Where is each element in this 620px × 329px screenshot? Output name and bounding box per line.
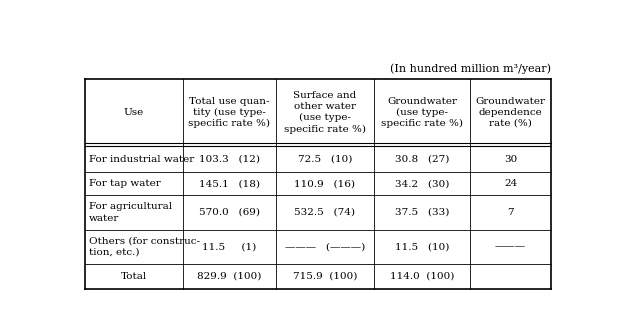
Text: 37.5   (33): 37.5 (33) [395,208,449,217]
Text: 715.9  (100): 715.9 (100) [293,272,357,281]
Text: 145.1   (18): 145.1 (18) [198,179,260,189]
Text: 103.3   (12): 103.3 (12) [198,155,260,164]
Text: Total: Total [120,272,147,281]
Text: Groundwater
(use type-
specific rate %): Groundwater (use type- specific rate %) [381,96,463,128]
Text: 72.5   (10): 72.5 (10) [298,155,352,164]
Text: 11.5   (10): 11.5 (10) [395,242,449,251]
Text: 570.0   (69): 570.0 (69) [198,208,260,217]
Text: 34.2   (30): 34.2 (30) [395,179,449,189]
Text: 24: 24 [504,179,517,189]
Text: 11.5     (1): 11.5 (1) [202,242,256,251]
Text: ———   (———): ——— (———) [285,242,365,251]
Text: 7: 7 [507,208,514,217]
Text: 30.8   (27): 30.8 (27) [395,155,449,164]
Text: ———: ——— [495,242,526,251]
Text: For agricultural
water: For agricultural water [89,202,172,222]
Text: Use: Use [123,108,144,117]
Text: Total use quan-
tity (use type-
specific rate %): Total use quan- tity (use type- specific… [188,96,270,128]
Text: For industrial water: For industrial water [89,155,194,164]
Text: 30: 30 [504,155,517,164]
Text: 110.9   (16): 110.9 (16) [294,179,355,189]
Text: 114.0  (100): 114.0 (100) [390,272,454,281]
Text: 532.5   (74): 532.5 (74) [294,208,355,217]
Text: Surface and
other water
(use type-
specific rate %): Surface and other water (use type- speci… [284,91,366,134]
Text: (In hundred million m³/year): (In hundred million m³/year) [390,63,551,74]
Text: Groundwater
dependence
rate (%): Groundwater dependence rate (%) [476,97,546,128]
Text: Others (for construc-
tion, etc.): Others (for construc- tion, etc.) [89,237,200,257]
Text: 829.9  (100): 829.9 (100) [197,272,262,281]
Text: For tap water: For tap water [89,179,161,189]
